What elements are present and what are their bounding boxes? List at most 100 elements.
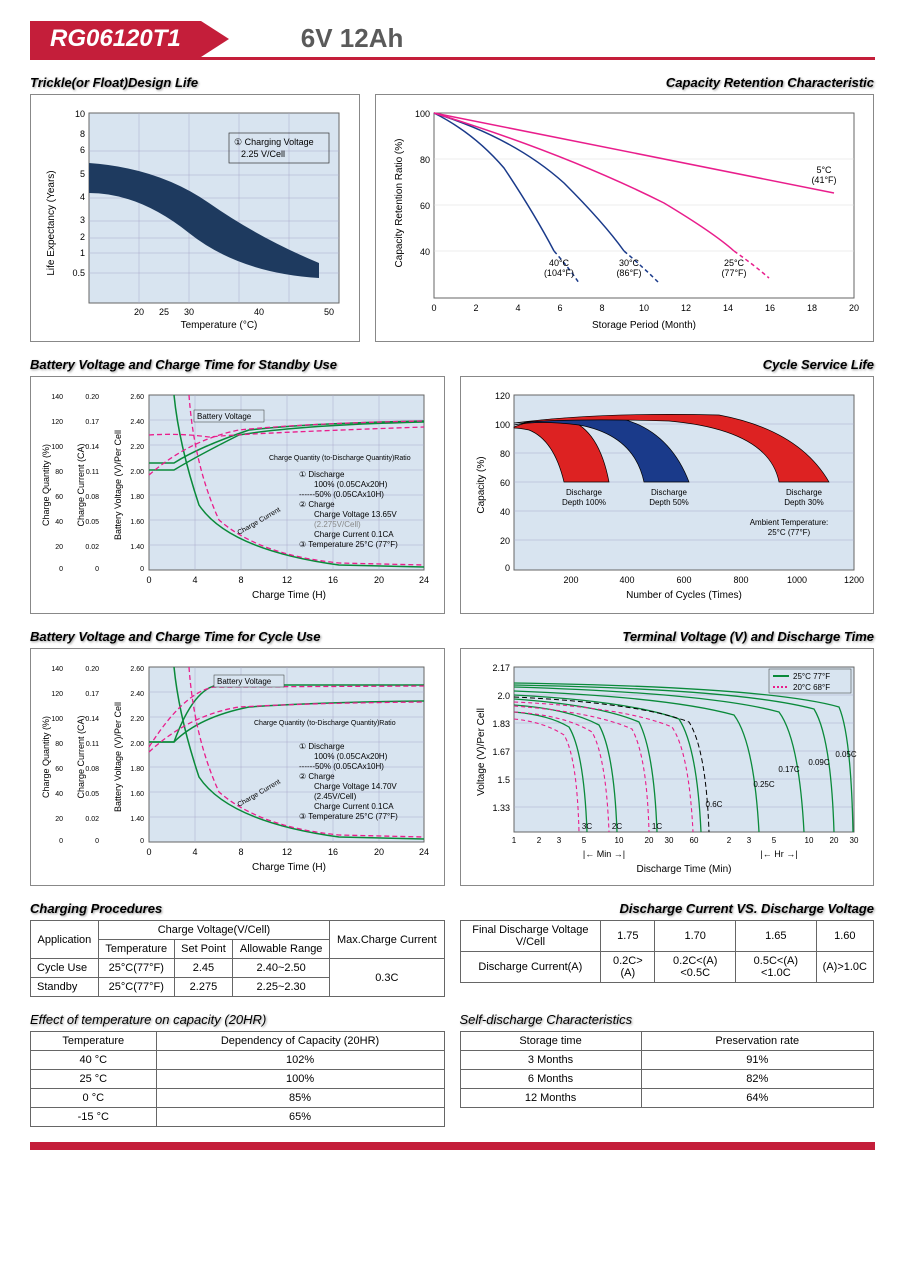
svg-text:1.40: 1.40 [130, 816, 144, 823]
svg-text:4: 4 [515, 303, 520, 313]
svg-text:6: 6 [557, 303, 562, 313]
svg-text:30: 30 [849, 836, 858, 845]
svg-text:1.60: 1.60 [130, 791, 144, 798]
svg-text:------50% (0.05CAx10H): ------50% (0.05CAx10H) [299, 762, 384, 771]
svg-text:3: 3 [746, 836, 751, 845]
svg-text:Charge Current (CA): Charge Current (CA) [76, 715, 86, 798]
svg-text:0.17: 0.17 [85, 419, 99, 426]
svg-text:(104°F): (104°F) [544, 268, 574, 278]
footer-bar [30, 1142, 875, 1150]
svg-text:(86°F): (86°F) [616, 268, 641, 278]
svg-text:0.08: 0.08 [85, 766, 99, 773]
svg-text:120: 120 [51, 691, 63, 698]
svg-text:Ambient Temperature:: Ambient Temperature: [749, 518, 828, 527]
svg-text:20°C 68°F: 20°C 68°F [793, 683, 830, 692]
svg-text:5: 5 [771, 836, 776, 845]
svg-text:0.17: 0.17 [85, 691, 99, 698]
svg-text:2.40: 2.40 [130, 691, 144, 698]
svg-text:120: 120 [494, 391, 509, 401]
panel-standby: Battery Voltage and Charge Time for Stan… [30, 357, 445, 614]
svg-text:20: 20 [849, 303, 859, 313]
svg-text:0: 0 [146, 847, 151, 857]
svg-text:2.20: 2.20 [130, 716, 144, 723]
svg-text:100% (0.05CAx20H): 100% (0.05CAx20H) [314, 480, 388, 489]
svg-text:0.09C: 0.09C [808, 758, 830, 767]
svg-text:40: 40 [55, 791, 63, 798]
svg-text:0: 0 [95, 566, 99, 573]
svg-text:------50% (0.05CAx10H): ------50% (0.05CAx10H) [299, 490, 384, 499]
svg-text:120: 120 [51, 419, 63, 426]
svg-text:3C: 3C [581, 822, 591, 831]
svg-text:0: 0 [504, 563, 509, 573]
svg-text:Temperature (°C): Temperature (°C) [181, 320, 258, 331]
panel-terminal: Terminal Voltage (V) and Discharge Time [460, 629, 875, 886]
svg-text:14: 14 [723, 303, 733, 313]
svg-text:0: 0 [140, 838, 144, 845]
svg-text:2.25 V/Cell: 2.25 V/Cell [241, 149, 285, 159]
svg-text:|← Min →|: |← Min →| [582, 849, 624, 859]
svg-text:20: 20 [644, 836, 653, 845]
svg-text:① Discharge: ① Discharge [299, 742, 345, 751]
selfdis-title: Self-discharge Characteristics [460, 1012, 875, 1027]
svg-text:20: 20 [374, 575, 384, 585]
svg-text:Charge Voltage 14.70V: Charge Voltage 14.70V [314, 782, 397, 791]
svg-text:1.80: 1.80 [130, 766, 144, 773]
panel-cyclelife: Cycle Service Life DischargeDepth 100% [460, 357, 875, 614]
svg-text:10: 10 [639, 303, 649, 313]
terminal-title: Terminal Voltage (V) and Discharge Time [460, 629, 875, 644]
svg-text:Depth 100%: Depth 100% [561, 498, 605, 507]
svg-text:5: 5 [581, 836, 586, 845]
svg-text:12: 12 [282, 575, 292, 585]
svg-text:50: 50 [324, 307, 334, 317]
svg-text:Number of Cycles (Times): Number of Cycles (Times) [626, 590, 742, 601]
svg-text:1: 1 [80, 248, 85, 258]
svg-text:2.40: 2.40 [130, 419, 144, 426]
svg-text:60: 60 [55, 494, 63, 501]
svg-text:Capacity (%): Capacity (%) [476, 456, 487, 513]
retention-title: Capacity Retention Characteristic [375, 75, 874, 90]
panel-cycleuse: Battery Voltage and Charge Time for Cycl… [30, 629, 445, 886]
svg-text:2: 2 [536, 836, 541, 845]
svg-text:0: 0 [140, 566, 144, 573]
cyclelife-title: Cycle Service Life [460, 357, 875, 372]
svg-text:2: 2 [80, 232, 85, 242]
svg-text:Battery Voltage (V)/Per Cell: Battery Voltage (V)/Per Cell [113, 430, 123, 540]
selfdis-table: Storage time Preservation rate 3 Months9… [460, 1031, 875, 1108]
svg-text:80: 80 [55, 469, 63, 476]
th-setpoint: Set Point [174, 940, 232, 959]
svg-text:1200: 1200 [843, 575, 863, 585]
svg-text:600: 600 [676, 575, 691, 585]
svg-text:24: 24 [419, 847, 429, 857]
th-chargevoltage: Charge Voltage(V/Cell) [98, 921, 329, 940]
cyclelife-chart: DischargeDepth 100% DischargeDepth 50% D… [469, 385, 864, 605]
header: RG06120T1 6V 12Ah [30, 20, 875, 60]
svg-text:③ Temperature 25°C (77°F): ③ Temperature 25°C (77°F) [299, 812, 398, 821]
svg-text:8: 8 [80, 129, 85, 139]
svg-text:Capacity Retention Ratio (%): Capacity Retention Ratio (%) [394, 139, 405, 268]
svg-text:0.02: 0.02 [85, 816, 99, 823]
svg-text:1.40: 1.40 [130, 544, 144, 551]
svg-text:1.60: 1.60 [130, 519, 144, 526]
svg-text:2: 2 [473, 303, 478, 313]
svg-text:Depth 30%: Depth 30% [784, 498, 824, 507]
svg-text:0.05: 0.05 [85, 519, 99, 526]
svg-text:3: 3 [80, 215, 85, 225]
terminal-chart: 25°C 77°F 20°C 68°F 3C2C1C 0.6C0.25C 0.1… [469, 657, 864, 877]
svg-text:0: 0 [59, 566, 63, 573]
svg-text:100% (0.05CAx20H): 100% (0.05CAx20H) [314, 752, 388, 761]
svg-text:(77°F): (77°F) [721, 268, 746, 278]
svg-text:Storage Period (Month): Storage Period (Month) [592, 320, 696, 331]
panel-dischargecv: Discharge Current VS. Discharge Voltage … [460, 901, 875, 997]
tempcap-title: Effect of temperature on capacity (20HR) [30, 1012, 445, 1027]
svg-text:1.33: 1.33 [492, 803, 510, 813]
svg-text:0.17C: 0.17C [778, 765, 800, 774]
svg-text:1.80: 1.80 [130, 494, 144, 501]
svg-text:2.60: 2.60 [130, 666, 144, 673]
svg-text:30°C: 30°C [619, 258, 640, 268]
model-badge: RG06120T1 [30, 21, 201, 57]
svg-text:0: 0 [59, 838, 63, 845]
svg-text:0.14: 0.14 [85, 716, 99, 723]
svg-text:1: 1 [511, 836, 516, 845]
svg-text:0: 0 [95, 838, 99, 845]
svg-text:140: 140 [51, 394, 63, 401]
